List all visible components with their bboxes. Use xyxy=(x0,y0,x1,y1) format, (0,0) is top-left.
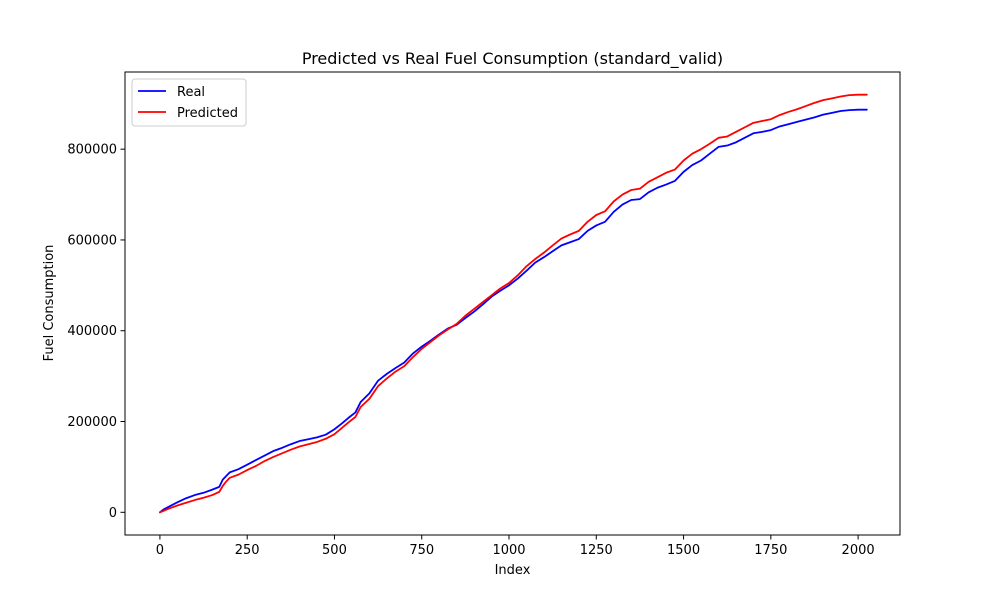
x-tick-label: 750 xyxy=(409,543,434,558)
x-tick-label: 1750 xyxy=(754,543,787,558)
x-tick-label: 1500 xyxy=(667,543,700,558)
x-tick-label: 0 xyxy=(156,543,164,558)
y-tick-label: 0 xyxy=(109,506,117,521)
legend-label-real: Real xyxy=(177,85,205,100)
legend: Real Predicted xyxy=(131,78,247,127)
y-axis-label: Fuel Consumption xyxy=(42,245,57,362)
x-tick-label: 1250 xyxy=(580,543,613,558)
y-tick-label: 400000 xyxy=(67,324,117,339)
y-tick-label: 800000 xyxy=(67,143,117,158)
x-axis-label: Index xyxy=(495,563,531,578)
series-lines xyxy=(159,93,868,514)
x-tick-label: 250 xyxy=(235,543,260,558)
series-line-predicted xyxy=(159,93,868,514)
legend-label-predicted: Predicted xyxy=(177,106,238,121)
x-tick-label: 500 xyxy=(322,543,347,558)
y-axis-ticks: 0 200000 400000 600000 800000 xyxy=(67,143,125,521)
series-line-real xyxy=(159,108,868,514)
y-tick-label: 600000 xyxy=(67,233,117,248)
y-tick-label: 200000 xyxy=(67,415,117,430)
plot-area-frame xyxy=(124,71,901,536)
x-tick-label: 1000 xyxy=(492,543,525,558)
chart-title: Predicted vs Real Fuel Consumption (stan… xyxy=(302,49,723,69)
x-axis-ticks: 0 250 500 750 1000 1250 1500 1750 2000 xyxy=(156,535,875,558)
x-tick-label: 2000 xyxy=(842,543,875,558)
